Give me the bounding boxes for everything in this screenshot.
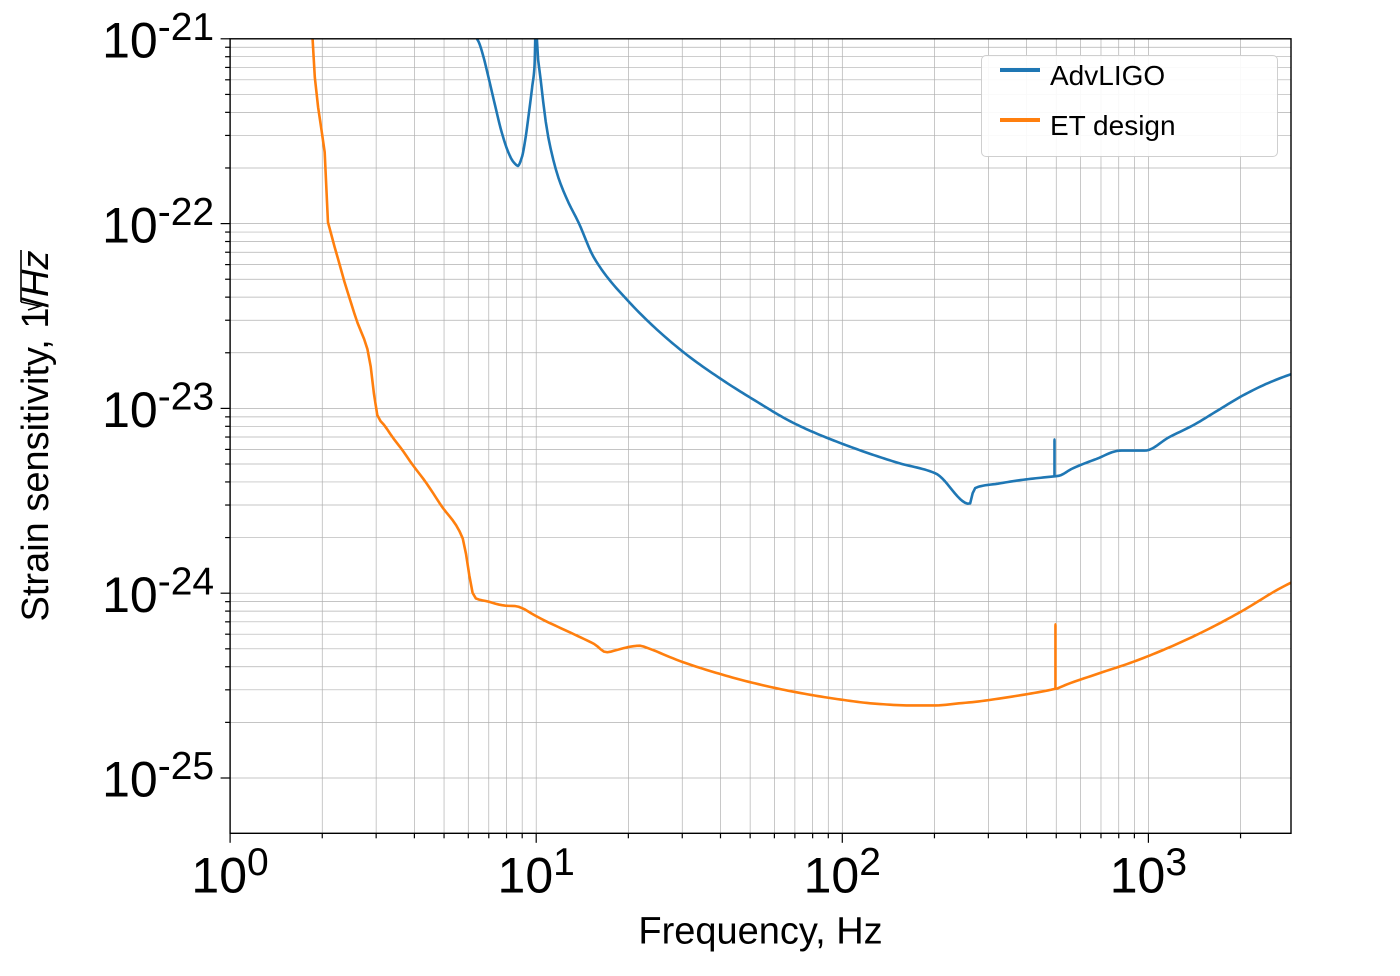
svg-text:Frequency, Hz: Frequency, Hz — [638, 910, 882, 952]
svg-text:Strain sensitivity, 1/Hz: Strain sensitivity, 1/Hz — [15, 251, 57, 622]
